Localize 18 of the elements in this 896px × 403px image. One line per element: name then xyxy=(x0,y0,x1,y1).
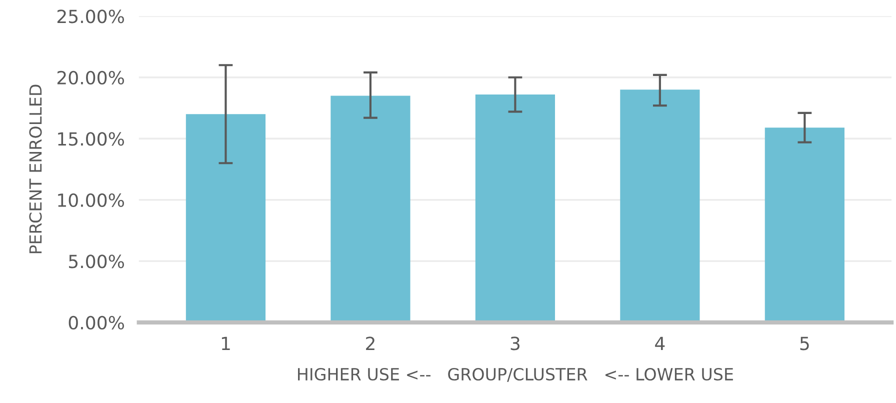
y-tick-label: 25.00% xyxy=(57,10,124,24)
x-tick-label: 5 xyxy=(800,336,809,350)
x-tick-label: 1 xyxy=(222,336,230,350)
bar xyxy=(330,96,410,322)
y-tick-label: 5.00% xyxy=(69,254,124,268)
x-tick-label: 3 xyxy=(510,336,520,350)
y-tick-label: 10.00% xyxy=(58,193,124,208)
y-tick-label: 15.00% xyxy=(58,132,124,146)
bar xyxy=(186,114,266,322)
y-tick-label: 0.00% xyxy=(68,316,124,330)
bar xyxy=(764,128,844,322)
x-tick-label: 4 xyxy=(655,336,665,350)
x-tick-label: 2 xyxy=(366,336,374,350)
bar xyxy=(475,94,556,322)
y-axis-title: PERCENT ENROLLED xyxy=(29,84,42,254)
x-axis-title: HIGHER USE <-- GROUP/CLUSTER <-- LOWER USE xyxy=(298,368,733,382)
y-tick-label: 20.00% xyxy=(57,70,124,84)
bar xyxy=(620,90,700,322)
